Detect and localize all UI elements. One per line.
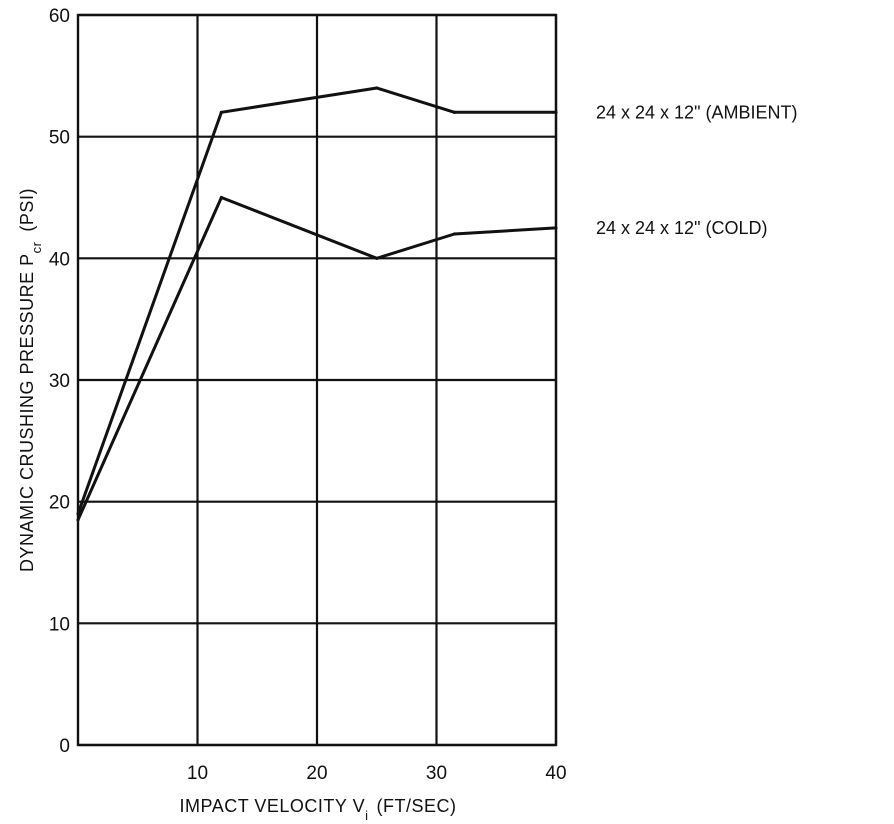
legend: 24 x 24 x 12" (AMBIENT) 24 x 24 x 12" (CO… [596, 102, 797, 238]
y-tick-label: 10 [49, 614, 70, 635]
series-0-point [219, 110, 223, 114]
y-axis-title: DYNAMIC CRUSHING PRESSURE Pcr(PSI) [17, 188, 44, 572]
legend-label-1: 24 x 24 x 12" (COLD) [596, 218, 767, 238]
y-tick-label: 0 [59, 736, 70, 757]
y-axis-subscript: cr [29, 241, 44, 253]
x-tick-labels: 10 20 30 40 [187, 763, 567, 784]
series-1-point [219, 195, 223, 200]
legend-label-0: 24 x 24 x 12" (AMBIENT) [596, 102, 797, 122]
x-axis-title: IMPACT VELOCITY Vi (FT/SEC) [180, 796, 457, 823]
y-tick-label: 60 [49, 6, 70, 27]
series-1-point [375, 256, 379, 260]
x-tick-label: 30 [426, 763, 447, 784]
series-0-point [375, 86, 379, 90]
y-tick-label: 20 [49, 493, 70, 514]
y-tick-labels: 0 10 20 30 40 50 60 [49, 6, 70, 757]
x-tick-label: 20 [306, 763, 327, 784]
y-tick-label: 50 [49, 128, 70, 149]
grid [78, 13, 558, 747]
plot-frame [76, 13, 558, 747]
y-tick-label: 40 [49, 249, 70, 270]
x-tick-label: 10 [187, 763, 208, 784]
x-tick-label: 40 [545, 763, 566, 784]
x-axis-subscript: i [365, 808, 368, 823]
series-1-point [452, 232, 457, 236]
y-tick-label: 30 [49, 371, 70, 392]
series-0-point [452, 110, 457, 114]
